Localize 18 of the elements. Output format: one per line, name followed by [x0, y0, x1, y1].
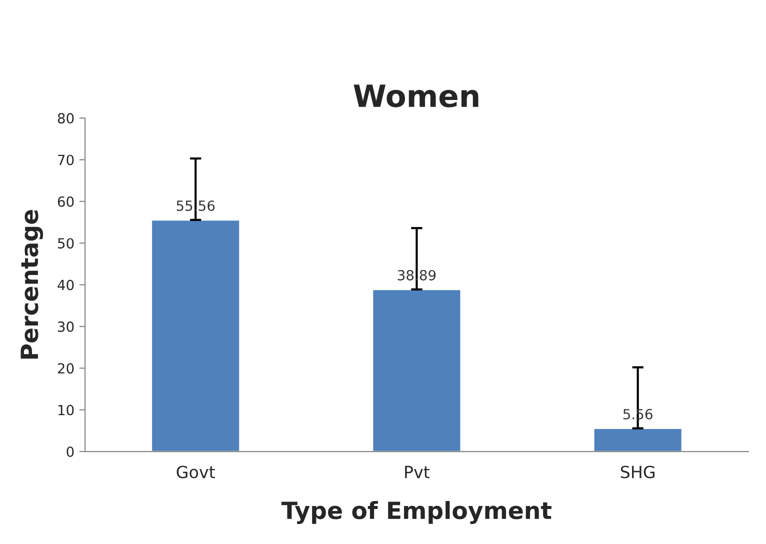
x-tick-label: Govt — [176, 466, 215, 478]
y-tick-label: 20 — [58, 363, 74, 374]
y-tick-label: 70 — [58, 154, 74, 166]
y-tick-label: 10 — [58, 404, 74, 416]
x-tick-label: SHG — [620, 466, 654, 478]
y-tick-label: 60 — [58, 196, 74, 207]
y-tick-label: 30 — [58, 321, 74, 332]
y-tick-label: 50 — [58, 238, 74, 249]
bar — [372, 288, 462, 452]
bar — [150, 219, 241, 452]
y-tick-label: 80 — [58, 113, 74, 124]
x-tick-label: Pvt — [405, 466, 430, 478]
x-axis-title: Type of Employment — [282, 500, 552, 524]
y-tick-label: 0 — [66, 446, 74, 457]
chart-title: Women — [354, 84, 478, 108]
bar — [592, 428, 683, 452]
y-axis-title: Percentage — [20, 210, 44, 359]
y-tick-label: 40 — [58, 280, 74, 290]
